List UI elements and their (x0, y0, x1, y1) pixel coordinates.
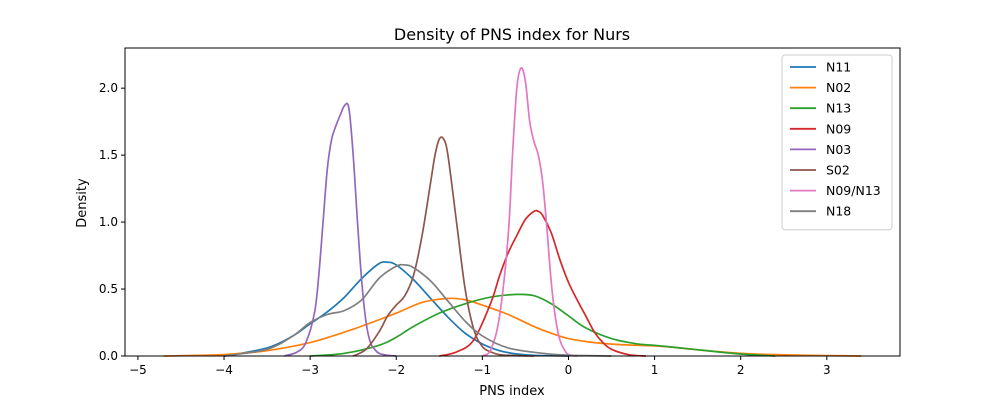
x-axis: −5 −4 −3 −2 −1 0 1 2 3 (129, 356, 831, 377)
legend: N11 N02 N13 N09 N03 S02 N09/N13 N18 (781, 54, 893, 231)
y-tick-label: 1.0 (99, 215, 118, 229)
y-tick-label: 2.0 (99, 81, 118, 95)
x-tick-label: 3 (823, 363, 831, 377)
y-axis: 0.0 0.5 1.0 1.5 2.0 (99, 81, 125, 363)
x-tick-label: 1 (651, 363, 659, 377)
legend-label: N11 (826, 60, 851, 75)
series-layer (163, 67, 862, 357)
legend-label: N09/N13 (826, 183, 881, 198)
x-tick-label: −2 (387, 363, 405, 377)
series-line-s02 (352, 136, 535, 357)
plot-frame (124, 47, 901, 357)
y-tick-label: 0.5 (99, 282, 118, 296)
y-tick-label: 0.0 (99, 349, 118, 363)
x-tick-label: −5 (129, 363, 147, 377)
x-tick-label: −4 (215, 363, 233, 377)
series-line-n09 (439, 209, 647, 357)
series-line-n18 (223, 263, 612, 357)
legend-label: N18 (826, 204, 851, 219)
x-axis-label: PNS index (479, 384, 545, 399)
x-tick-label: −1 (474, 363, 492, 377)
series-line-n09-n13 (481, 67, 578, 357)
series-line-n03 (284, 102, 397, 357)
y-axis-label: Density (75, 178, 90, 228)
legend-label: S02 (826, 163, 850, 178)
legend-label: N03 (826, 142, 851, 157)
chart-title: Density of PNS index for Nurs (394, 25, 630, 44)
legend-box (781, 54, 893, 231)
legend-label: N13 (826, 101, 851, 116)
series-line-n11 (223, 260, 569, 357)
legend-label: N09 (826, 121, 851, 136)
x-tick-label: −3 (301, 363, 319, 377)
legend-label: N02 (826, 80, 851, 95)
y-tick-label: 1.5 (99, 148, 118, 162)
x-tick-label: 0 (565, 363, 573, 377)
series-line-n13 (310, 293, 776, 357)
x-tick-label: 2 (737, 363, 745, 377)
